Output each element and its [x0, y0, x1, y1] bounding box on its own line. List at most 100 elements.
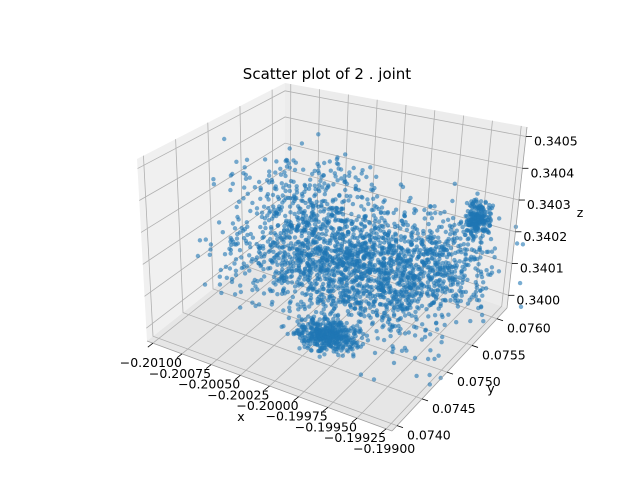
data-point [372, 219, 378, 224]
data-point [347, 290, 352, 295]
data-point [352, 301, 357, 307]
data-point [342, 302, 348, 307]
data-point [331, 227, 336, 232]
data-point [279, 324, 284, 329]
data-point [332, 273, 337, 278]
data-point [329, 302, 335, 308]
data-point [306, 322, 311, 327]
data-point [336, 162, 341, 167]
data-point [253, 303, 258, 309]
data-point [250, 300, 255, 305]
data-point [297, 346, 302, 351]
data-point [465, 237, 470, 242]
data-point [357, 330, 362, 335]
data-point [468, 318, 473, 324]
data-point [370, 256, 375, 261]
data-point [211, 177, 216, 182]
data-point [293, 260, 299, 266]
data-point [366, 301, 371, 307]
data-point [476, 305, 481, 311]
data-point [339, 280, 344, 285]
data-point [415, 256, 420, 261]
data-point [308, 292, 314, 297]
data-point [374, 174, 379, 179]
data-point [392, 244, 397, 249]
data-point [316, 219, 321, 224]
data-point [234, 204, 239, 210]
data-point [486, 223, 492, 229]
data-point [359, 171, 364, 176]
data-point [298, 260, 303, 265]
data-point [261, 204, 267, 209]
data-point [372, 247, 378, 253]
data-point [479, 274, 485, 280]
data-point [432, 356, 437, 362]
data-point [380, 324, 385, 330]
data-point [390, 349, 395, 355]
data-point [319, 226, 324, 231]
data-point [279, 181, 284, 186]
data-point [453, 250, 458, 256]
data-point [448, 232, 453, 237]
data-point [328, 312, 333, 317]
data-point [381, 271, 386, 277]
y-tick-label: 0.0755 [482, 347, 526, 362]
data-point [432, 313, 438, 318]
data-point [390, 252, 395, 257]
data-point [262, 157, 268, 162]
x-tick [176, 353, 183, 359]
x-tick-label: −0.20075 [149, 366, 211, 381]
data-point [432, 204, 437, 209]
data-point [234, 242, 239, 247]
y-grid-line [175, 139, 423, 400]
data-point [296, 210, 301, 215]
data-point [242, 271, 248, 276]
data-point [340, 212, 346, 217]
data-point [282, 223, 287, 229]
data-point [287, 165, 292, 170]
data-point [286, 161, 291, 166]
data-point [420, 322, 425, 327]
data-point [459, 271, 464, 276]
data-point [388, 333, 393, 339]
data-point [476, 298, 482, 303]
data-point [306, 287, 311, 292]
data-point [347, 170, 352, 175]
data-point [247, 175, 252, 180]
data-point [207, 252, 212, 257]
data-point [239, 255, 244, 260]
data-point [368, 305, 373, 310]
data-point [270, 192, 276, 198]
data-point [364, 333, 370, 338]
data-point [318, 277, 323, 282]
y-axis-line [391, 307, 508, 432]
data-point [409, 313, 414, 318]
data-point [482, 222, 487, 228]
data-point [445, 217, 451, 222]
data-point [340, 353, 345, 358]
data-point [286, 315, 292, 321]
data-point [337, 193, 342, 198]
data-point [443, 229, 448, 235]
data-point [316, 204, 321, 209]
data-point [412, 333, 418, 338]
data-point [292, 289, 298, 294]
data-point [399, 348, 405, 353]
data-point [448, 245, 454, 251]
data-point [382, 278, 387, 283]
data-point [489, 249, 495, 254]
data-point [286, 224, 292, 229]
data-point [238, 305, 243, 310]
data-point [301, 167, 306, 172]
data-point [452, 181, 457, 186]
data-point [362, 314, 367, 319]
data-point [459, 293, 464, 298]
x-tick-label: −0.20000 [236, 398, 298, 413]
data-point [327, 241, 333, 246]
data-point [287, 188, 292, 194]
data-point [395, 318, 401, 323]
data-point [197, 238, 203, 243]
data-point [331, 279, 336, 285]
data-point [422, 270, 427, 275]
data-point [217, 274, 222, 279]
